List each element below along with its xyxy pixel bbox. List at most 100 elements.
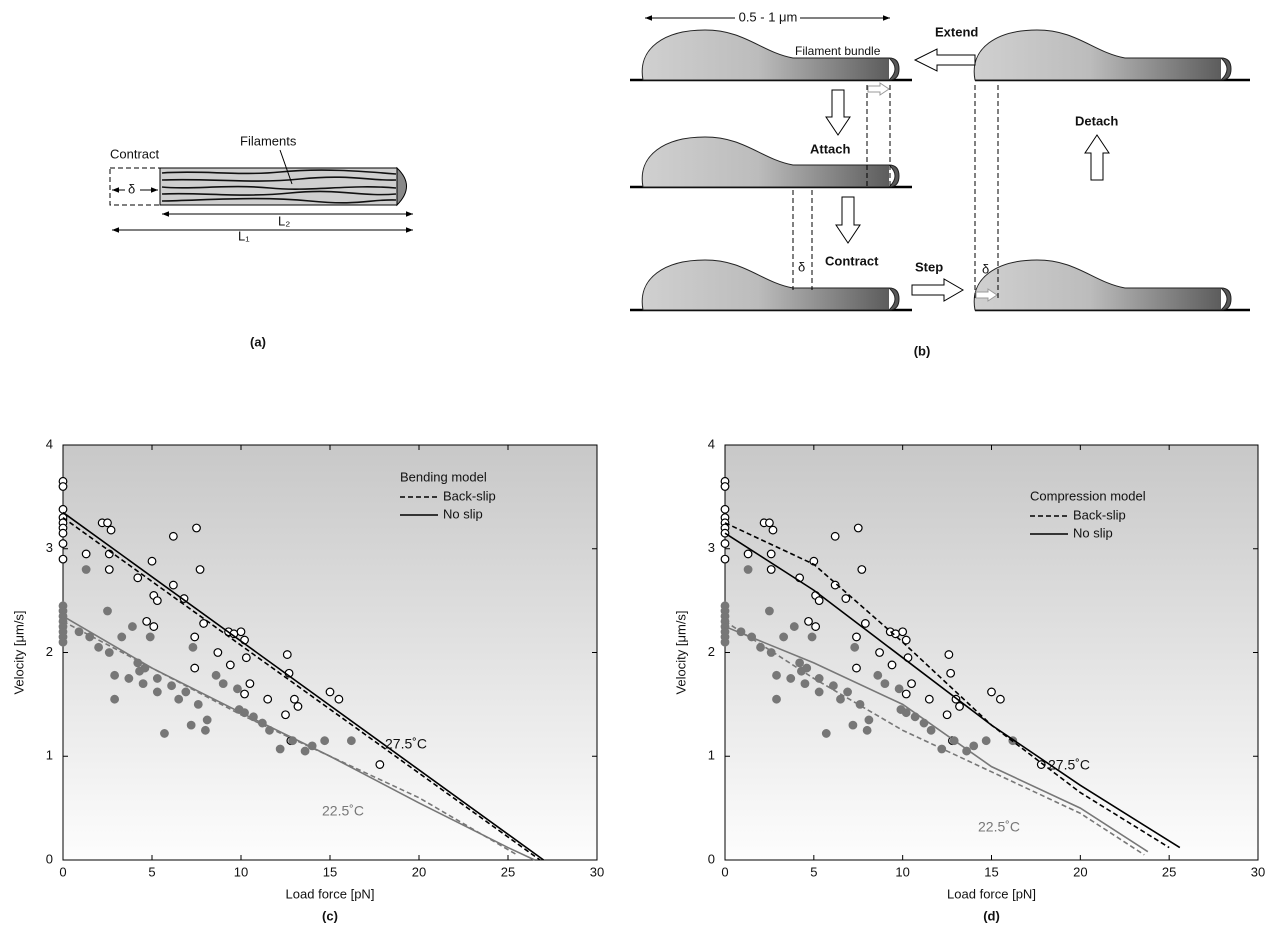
- x-tick-label: 10: [895, 864, 909, 879]
- x-tick-label: 5: [148, 864, 155, 879]
- data-point: [245, 679, 255, 689]
- x-tick-label: 30: [1251, 864, 1265, 879]
- label: 0.5 - 1 μm: [739, 9, 798, 24]
- data-point: [894, 684, 904, 694]
- data-point: [766, 565, 776, 574]
- x-tick-label: 25: [501, 864, 515, 879]
- data-point: [124, 674, 134, 683]
- label: δ: [982, 261, 989, 276]
- x-tick-label: 0: [59, 864, 66, 879]
- data-point: [375, 760, 385, 769]
- data-point: [848, 720, 858, 730]
- data-point: [202, 715, 212, 725]
- legend-label: Back-slip: [1073, 507, 1126, 522]
- data-point: [924, 694, 934, 704]
- data-point: [898, 627, 908, 637]
- data-point: [195, 565, 205, 574]
- data-point: [58, 539, 68, 548]
- data-point: [743, 549, 753, 559]
- data-point: [720, 539, 730, 548]
- data-point: [104, 565, 114, 574]
- data-point: [168, 531, 178, 541]
- data-point: [862, 725, 872, 735]
- data-point: [828, 681, 838, 691]
- data-point: [995, 694, 1005, 704]
- fit-line: [724, 620, 1145, 856]
- annotation: 27.5˚C: [385, 736, 427, 752]
- data-point: [128, 622, 137, 631]
- data-point: [110, 694, 120, 704]
- data-point: [190, 632, 200, 642]
- data-point: [765, 606, 774, 616]
- data-point: [233, 684, 242, 694]
- cell: [641, 136, 900, 188]
- data-point: [946, 668, 956, 678]
- label: δ: [798, 259, 805, 274]
- data-point: [81, 549, 91, 559]
- data-point: [864, 715, 874, 725]
- data-point: [174, 694, 184, 704]
- data-point: [74, 627, 84, 637]
- data-point: [152, 687, 162, 697]
- data-point: [720, 637, 730, 647]
- caption: (c): [322, 908, 338, 923]
- data-point: [236, 627, 246, 637]
- plot-background: [725, 445, 1258, 860]
- label: Attach: [810, 141, 851, 156]
- fit-line: [62, 511, 545, 861]
- x-tick-label: 15: [984, 864, 998, 879]
- legend-title: Compression model: [1030, 488, 1146, 503]
- fit-line: [62, 620, 518, 856]
- data-point: [290, 694, 299, 704]
- data-point: [193, 699, 203, 709]
- label: L₁: [238, 228, 250, 243]
- data-point: [138, 679, 148, 689]
- legend-label: Back-slip: [443, 488, 496, 503]
- label: Contract: [110, 146, 160, 161]
- y-tick-label: 1: [46, 748, 53, 763]
- label: δ: [128, 181, 135, 196]
- data-point: [282, 650, 292, 659]
- data-point: [58, 528, 68, 538]
- data-point: [786, 674, 796, 683]
- data-point: [800, 679, 810, 689]
- caption: (a): [250, 334, 266, 349]
- data-point: [186, 720, 196, 730]
- cell: [973, 259, 1232, 311]
- data-point: [225, 660, 235, 670]
- cap: [396, 166, 407, 207]
- diagram-b: 0.5 - 1 μm Filament bundle Extend Attach…: [630, 9, 1250, 358]
- data-point: [720, 554, 730, 564]
- data-point: [58, 554, 68, 564]
- data-point: [218, 679, 228, 689]
- legend-title: Bending model: [400, 469, 487, 484]
- data-point: [852, 663, 861, 673]
- data-point: [94, 642, 103, 652]
- data-point: [211, 670, 221, 680]
- y-tick-label: 0: [708, 851, 715, 866]
- label: Filaments: [240, 133, 297, 148]
- x-tick-label: 20: [412, 864, 426, 879]
- data-point: [901, 689, 911, 699]
- data-point: [766, 648, 776, 657]
- annotation: 27.5˚C: [1048, 757, 1090, 773]
- data-point: [942, 710, 952, 720]
- data-point: [901, 708, 911, 718]
- y-tick-label: 4: [708, 436, 715, 451]
- data-point: [58, 482, 68, 491]
- data-point: [811, 622, 821, 631]
- guides: [792, 85, 999, 300]
- data-point: [987, 687, 996, 697]
- data-point: [147, 556, 157, 566]
- x-tick-label: 25: [1162, 864, 1176, 879]
- data-point: [926, 725, 936, 735]
- legend-label: No slip: [1073, 525, 1113, 540]
- y-tick-label: 4: [46, 436, 53, 451]
- data-point: [743, 565, 753, 574]
- data-point: [293, 702, 303, 711]
- block-arrows: [825, 48, 1110, 302]
- y-axis-label: Velocity [μm/s]: [673, 610, 688, 694]
- data-point: [190, 663, 200, 673]
- data-point: [779, 632, 789, 642]
